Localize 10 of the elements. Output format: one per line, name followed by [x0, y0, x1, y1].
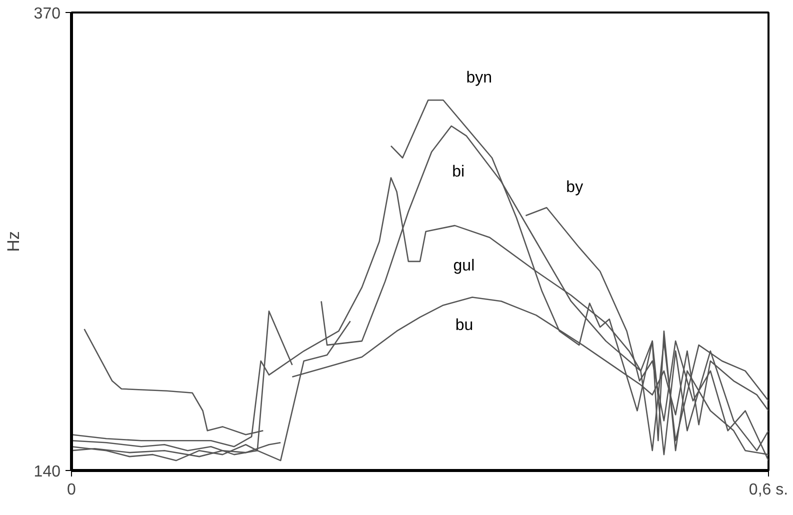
y-axis-title: Hz	[4, 231, 23, 252]
series-label: gul	[453, 257, 475, 274]
x-tick-label: 0,6 s.	[748, 482, 788, 498]
y-tick-label: 140	[34, 464, 61, 480]
series-label: bi	[452, 164, 465, 181]
series-label: by	[566, 179, 584, 196]
series-label: byn	[466, 70, 492, 87]
y-tick-label: 370	[34, 6, 61, 22]
series-label: bu	[455, 316, 474, 334]
x-tick-label: 0	[67, 482, 76, 498]
